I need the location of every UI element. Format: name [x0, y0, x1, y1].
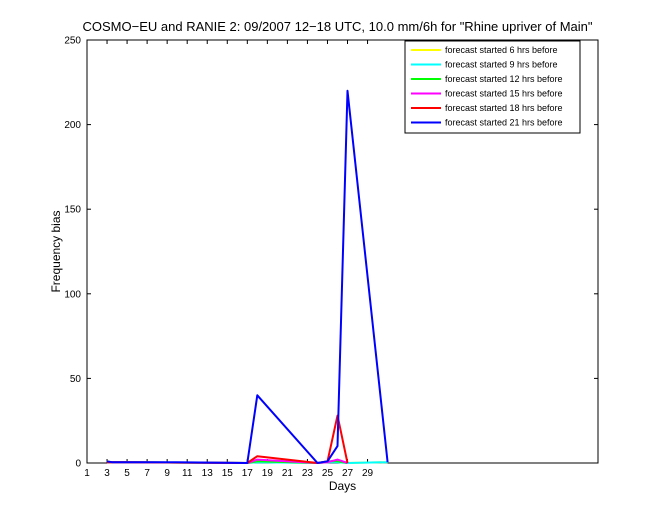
- y-tick-label: 50: [70, 374, 82, 385]
- x-tick-label: 13: [202, 468, 214, 479]
- x-tick-label: 23: [302, 468, 314, 479]
- legend: forecast started 6 hrs before forecast st…: [404, 40, 581, 134]
- x-tick-label: 17: [242, 468, 254, 479]
- x-tick-label: 5: [124, 468, 130, 479]
- x-tick-label: 19: [262, 468, 274, 479]
- legend-label: forecast started 9 hrs before: [445, 60, 558, 70]
- y-tick-label: 200: [64, 120, 81, 131]
- legend-box: [404, 40, 581, 134]
- x-tick-label: 9: [164, 468, 170, 479]
- y-tick-label: 250: [64, 36, 81, 47]
- x-axis-label: Days: [329, 479, 356, 493]
- y-tick-label: 100: [64, 289, 81, 300]
- legend-label: forecast started 12 hrs before: [445, 74, 563, 84]
- x-tick-label: 27: [342, 468, 354, 479]
- y-tick-label: 0: [75, 459, 81, 470]
- y-axis-label: Frequency bias: [49, 210, 63, 292]
- x-tick-label: 21: [282, 468, 294, 479]
- legend-label: forecast started 6 hrs before: [445, 45, 558, 55]
- chart-title: COSMO−EU and RANIE 2: 09/2007 12−18 UTC,…: [83, 19, 593, 34]
- legend-label: forecast started 15 hrs before: [445, 89, 563, 99]
- series-line-6: [106, 89, 389, 464]
- x-tick-label: 15: [222, 468, 234, 479]
- legend-label: forecast started 18 hrs before: [445, 103, 563, 113]
- x-tick-label: 11: [182, 468, 193, 479]
- x-tick-label: 25: [322, 468, 334, 479]
- y-tick-label: 150: [64, 205, 81, 216]
- x-tick-label: 29: [362, 468, 374, 479]
- series-layer: [106, 89, 389, 464]
- x-tick-label: 3: [104, 468, 110, 479]
- x-tick-label: 1: [84, 468, 90, 479]
- x-tick-label: 7: [144, 468, 150, 479]
- legend-label: forecast started 21 hrs before: [445, 118, 563, 128]
